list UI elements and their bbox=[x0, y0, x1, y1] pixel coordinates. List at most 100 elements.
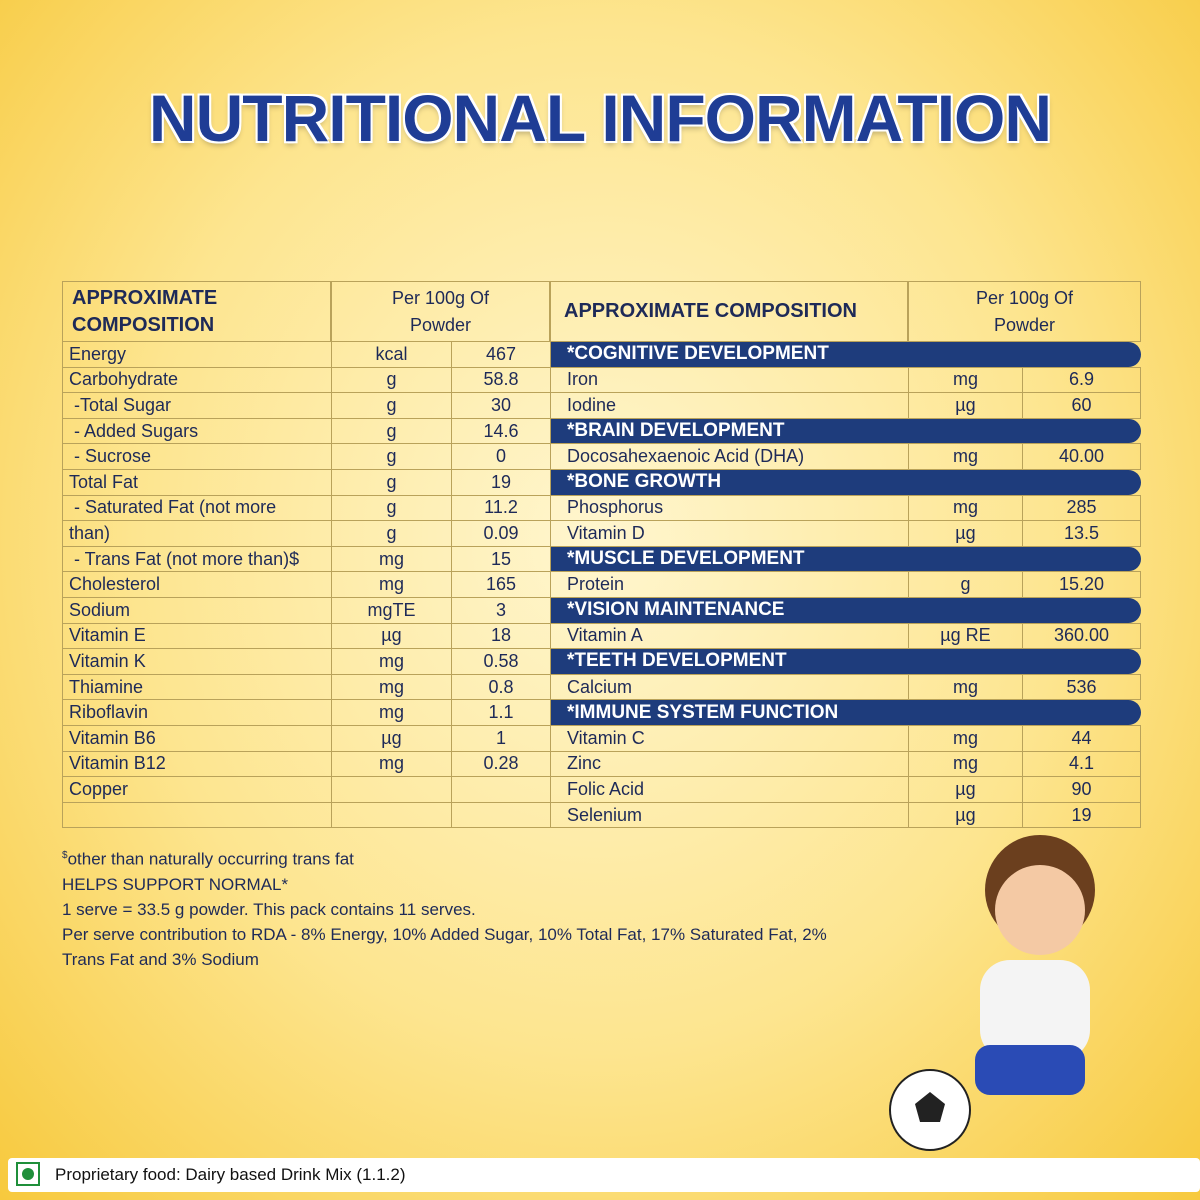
header-cell: Per 100g Of Powder bbox=[908, 281, 1141, 342]
row-label: Vitamin D bbox=[550, 520, 909, 547]
table-cell: mg bbox=[331, 545, 452, 573]
row-label: - Added Sugars bbox=[62, 417, 332, 445]
table-cell: 285 bbox=[1022, 494, 1141, 522]
row-label: Sodium bbox=[62, 597, 332, 624]
table-cell: 30 bbox=[451, 392, 551, 419]
table-cell: g bbox=[331, 392, 452, 419]
footer: Proprietary food: Dairy based Drink Mix … bbox=[0, 1158, 1200, 1200]
section-heading: *TEETH DEVELOPMENT bbox=[551, 649, 1141, 674]
table-cell: mg bbox=[908, 443, 1023, 470]
footer-text: Proprietary food: Dairy based Drink Mix … bbox=[55, 1165, 406, 1184]
row-label: Vitamin B12 bbox=[62, 750, 332, 778]
row-label: Carbohydrate bbox=[62, 366, 332, 394]
row-label: - Saturated Fat (not more bbox=[62, 494, 332, 522]
table-cell bbox=[451, 776, 551, 803]
table-cell: 0 bbox=[451, 443, 551, 470]
row-label: Protein bbox=[550, 571, 909, 598]
row-label: Vitamin A bbox=[550, 622, 909, 650]
section-heading: *VISION MAINTENANCE bbox=[551, 598, 1141, 623]
table-cell: 1.1 bbox=[451, 699, 551, 726]
row-label: Copper bbox=[62, 776, 332, 803]
table-cell: 3 bbox=[451, 597, 551, 624]
table-cell: 0.28 bbox=[451, 750, 551, 778]
table-cell bbox=[331, 801, 452, 829]
table-cell: mg bbox=[331, 699, 452, 726]
table-cell: 15.20 bbox=[1022, 571, 1141, 598]
table-cell: mg bbox=[908, 725, 1023, 752]
note-line: 1 serve = 33.5 g powder. This pack conta… bbox=[62, 899, 476, 919]
row-label: Iodine bbox=[550, 392, 909, 419]
section-heading: *IMMUNE SYSTEM FUNCTION bbox=[551, 700, 1141, 725]
header-cell: APPROXIMATE COMPOSITION bbox=[550, 281, 908, 342]
section-heading: *MUSCLE DEVELOPMENT bbox=[551, 546, 1141, 572]
row-label: Vitamin K bbox=[62, 648, 332, 675]
table-cell: mg bbox=[331, 673, 452, 701]
section-heading: *BRAIN DEVELOPMENT bbox=[551, 418, 1141, 444]
row-label: Total Fat bbox=[62, 469, 332, 496]
row-label: Zinc bbox=[550, 750, 909, 778]
table-cell: 0.58 bbox=[451, 648, 551, 675]
table-cell: mg bbox=[331, 648, 452, 675]
row-label: - Sucrose bbox=[62, 443, 332, 470]
section-heading: *COGNITIVE DEVELOPMENT bbox=[551, 342, 1141, 367]
table-cell: 13.5 bbox=[1022, 520, 1141, 547]
table-cell: µg bbox=[908, 520, 1023, 547]
table-cell: mgTE bbox=[331, 597, 452, 624]
table-cell: 360.00 bbox=[1022, 622, 1141, 650]
table-cell: µg bbox=[331, 622, 452, 650]
table-cell: µg RE bbox=[908, 622, 1023, 650]
veg-symbol bbox=[16, 1162, 40, 1186]
table-cell: 40.00 bbox=[1022, 443, 1141, 470]
footnote: $other than naturally occurring trans fa… bbox=[62, 843, 872, 872]
table-cell: mg bbox=[331, 750, 452, 778]
table-cell: 11.2 bbox=[451, 494, 551, 522]
table-cell: 0.8 bbox=[451, 673, 551, 701]
table-cell: µg bbox=[331, 725, 452, 752]
table-cell: 1 bbox=[451, 725, 551, 752]
table-cell: mg bbox=[908, 750, 1023, 778]
table-cell: 18 bbox=[451, 622, 551, 650]
row-label: Selenium bbox=[550, 801, 909, 829]
table-cell: mg bbox=[908, 494, 1023, 522]
table-cell: g bbox=[331, 366, 452, 394]
table-cell: µg bbox=[908, 801, 1023, 829]
row-label: Vitamin C bbox=[550, 725, 909, 752]
row-label: Thiamine bbox=[62, 673, 332, 701]
header-cell: Per 100g Of Powder bbox=[331, 281, 550, 342]
table-cell: 6.9 bbox=[1022, 366, 1141, 394]
row-label: -Total Sugar bbox=[62, 392, 332, 419]
row-label: than) bbox=[62, 520, 332, 547]
row-label: Folic Acid bbox=[550, 776, 909, 803]
section-heading: *BONE GROWTH bbox=[551, 470, 1141, 495]
row-label: - Trans Fat (not more than)$ bbox=[62, 545, 332, 573]
table-cell: g bbox=[908, 571, 1023, 598]
row-label: Iron bbox=[550, 366, 909, 394]
table-cell: 90 bbox=[1022, 776, 1141, 803]
row-label bbox=[62, 801, 332, 829]
table-cell bbox=[331, 776, 452, 803]
notes: $other than naturally occurring trans fa… bbox=[62, 843, 872, 972]
table-cell: g bbox=[331, 443, 452, 470]
table-cell: g bbox=[331, 469, 452, 496]
row-label: Energy bbox=[62, 341, 332, 368]
note-line: Per serve contribution to RDA - 8% Energ… bbox=[62, 924, 827, 969]
table-cell: 14.6 bbox=[451, 417, 551, 445]
table-cell: g bbox=[331, 520, 452, 547]
row-label: Vitamin B6 bbox=[62, 725, 332, 752]
table-cell: g bbox=[331, 494, 452, 522]
table-cell: mg bbox=[331, 571, 452, 598]
table-cell: 19 bbox=[451, 469, 551, 496]
note-line: HELPS SUPPORT NORMAL* bbox=[62, 874, 289, 894]
table-cell: 467 bbox=[451, 341, 551, 368]
row-label: Docosahexaenoic Acid (DHA) bbox=[550, 443, 909, 470]
row-label: Calcium bbox=[550, 673, 909, 701]
header-cell: APPROXIMATE COMPOSITION bbox=[62, 281, 331, 342]
row-label: Cholesterol bbox=[62, 571, 332, 598]
table-cell: 19 bbox=[1022, 801, 1141, 829]
table-cell: µg bbox=[908, 776, 1023, 803]
table-cell: µg bbox=[908, 392, 1023, 419]
mascot bbox=[889, 835, 1095, 1151]
table-cell: mg bbox=[908, 673, 1023, 701]
table-cell: 0.09 bbox=[451, 520, 551, 547]
